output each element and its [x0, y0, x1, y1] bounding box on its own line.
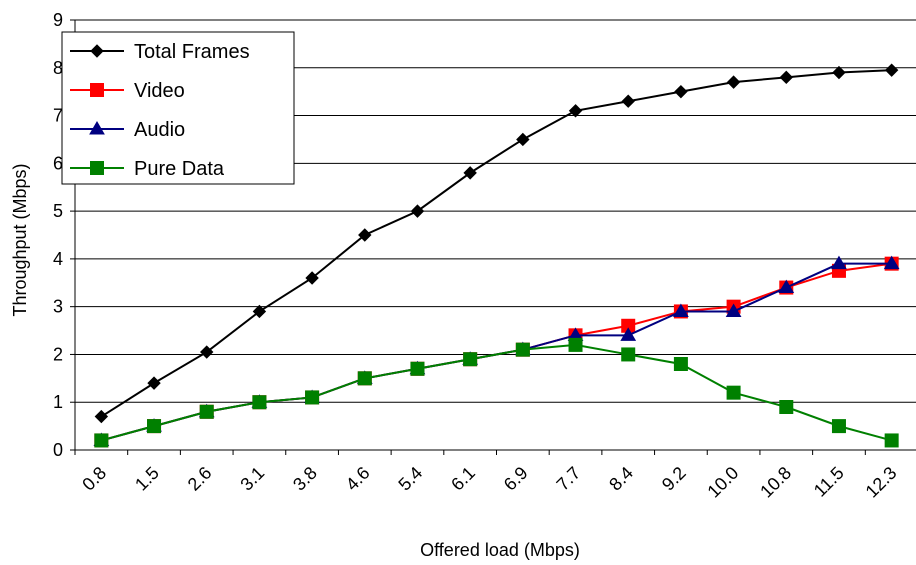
- y-tick-label: 7: [53, 106, 63, 126]
- data-point: [673, 357, 688, 371]
- data-point: [410, 361, 425, 376]
- x-tick-labels: 0.8 1.5 2.6 3.1 3.8 4.6 5.4 6.1 6.9 7.7 8.4 9.2 10.0…: [78, 463, 900, 502]
- data-point: [831, 419, 846, 434]
- data-point: [515, 342, 530, 357]
- axes: [70, 19, 916, 455]
- data-point: [199, 404, 214, 419]
- data-point: [410, 204, 425, 218]
- legend-marker: [90, 44, 104, 58]
- data-point: [463, 166, 477, 180]
- legend-item: Video: [70, 80, 185, 102]
- data-point: [726, 385, 741, 400]
- x-tick-label: 7.7: [553, 463, 585, 495]
- data-point: [463, 352, 478, 367]
- x-tick-label: 12.3: [862, 463, 901, 502]
- data-point: [305, 271, 319, 285]
- legend-marker: [89, 121, 105, 135]
- series-video: [94, 256, 899, 448]
- legend-marker: [90, 161, 104, 175]
- data-point: [147, 419, 162, 434]
- x-tick-label: 3.8: [289, 463, 321, 495]
- x-tick-label: 3.1: [236, 463, 268, 495]
- y-tick-label: 8: [53, 58, 63, 78]
- x-tick-label: 9.2: [658, 463, 690, 495]
- data-point: [358, 228, 372, 242]
- series-group: [93, 63, 900, 448]
- data-point: [568, 104, 583, 118]
- legend-label: Pure Data: [134, 158, 225, 180]
- data-point: [94, 433, 109, 448]
- y-tick-label: 0: [53, 440, 63, 460]
- x-tick-label: 8.4: [605, 463, 637, 495]
- x-tick-label: 10.8: [756, 463, 795, 502]
- data-point: [884, 63, 899, 77]
- data-point: [831, 255, 847, 270]
- legend: Total Frames Video Audio Pure Data: [61, 31, 295, 185]
- x-tick-label: 2.6: [184, 463, 216, 495]
- data-point: [620, 327, 637, 341]
- data-point: [726, 75, 741, 89]
- y-tick-label: 6: [53, 153, 63, 173]
- data-point: [621, 347, 636, 362]
- legend-item: Pure Data: [70, 158, 225, 180]
- legend-marker: [90, 83, 104, 97]
- y-tick-label: 5: [53, 201, 63, 221]
- x-tick-label: 6.9: [500, 463, 532, 495]
- legend-box: [61, 31, 295, 185]
- y-tick-label: 3: [53, 297, 63, 317]
- data-point: [778, 279, 795, 294]
- data-point: [779, 70, 793, 85]
- data-point: [305, 390, 320, 405]
- data-point: [883, 255, 900, 270]
- data-point: [674, 84, 688, 99]
- legend-label: Total Frames: [134, 41, 250, 63]
- data-point: [147, 376, 161, 390]
- y-tick-label: 1: [53, 392, 63, 412]
- x-tick-label: 11.5: [810, 463, 848, 501]
- y-tick-label: 2: [53, 344, 63, 364]
- legend-item: Audio: [70, 119, 185, 141]
- series-total-frames: [94, 63, 899, 424]
- data-point: [94, 409, 109, 424]
- data-point: [621, 94, 635, 108]
- data-point: [357, 371, 372, 386]
- x-axis-label: Offered load (Mbps): [420, 540, 580, 560]
- legend-label: Video: [134, 80, 185, 102]
- data-point: [516, 132, 530, 147]
- legend-label: Audio: [134, 119, 185, 141]
- legend-item: Total Frames: [70, 41, 250, 63]
- series-audio: [93, 255, 900, 446]
- series-pure-data: [94, 337, 899, 448]
- series-line: [100, 69, 892, 418]
- data-point: [884, 433, 899, 448]
- y-tick-label: 9: [53, 10, 63, 30]
- data-point: [725, 303, 742, 317]
- data-point: [252, 304, 267, 319]
- data-point: [832, 65, 846, 80]
- data-point: [568, 337, 583, 352]
- y-tick-labels: 0 1 2 3 4 5 6 7 8 9: [53, 10, 63, 460]
- x-tick-label: 4.6: [342, 463, 374, 495]
- data-point: [252, 395, 267, 410]
- x-tick-label: 0.8: [78, 463, 110, 495]
- data-point: [673, 303, 689, 317]
- y-axis-label: Throughput (Mbps): [10, 163, 30, 316]
- series-line: [101, 262, 892, 442]
- x-tick-label: 10.0: [703, 463, 742, 502]
- series-line: [101, 262, 892, 442]
- data-point: [200, 345, 214, 359]
- x-tick-label: 5.4: [394, 463, 426, 495]
- series-line: [101, 343, 892, 442]
- x-tick-label: 6.1: [447, 463, 479, 495]
- y-tick-label: 4: [53, 249, 63, 269]
- x-tick-label: 1.5: [131, 463, 163, 495]
- data-point: [779, 400, 794, 414]
